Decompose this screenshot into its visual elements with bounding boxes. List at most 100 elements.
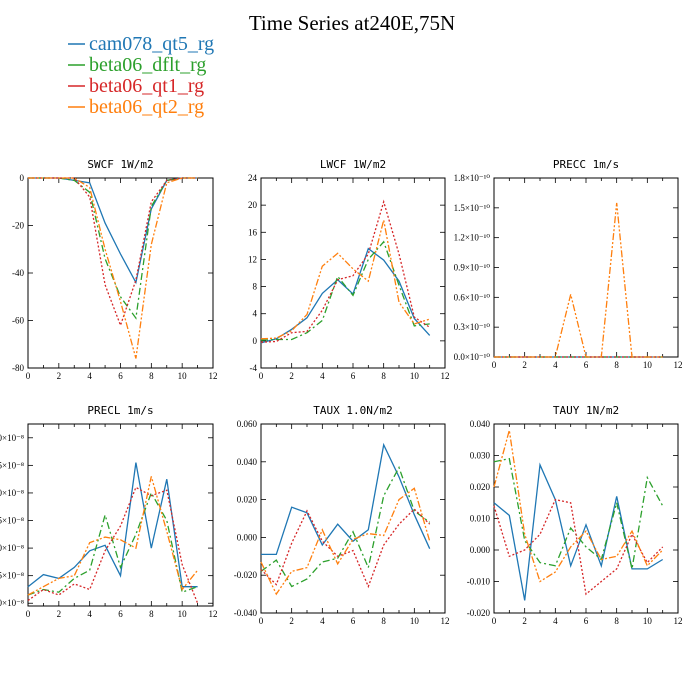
x-tick-label: 4 (553, 616, 558, 626)
x-tick-label: 6 (584, 360, 589, 370)
y-tick-label: 2.0×10⁻⁸ (0, 543, 24, 553)
y-tick-label: 0.040 (237, 457, 258, 467)
y-tick-label: 4.0×10⁻⁸ (0, 433, 24, 443)
plot-frame (260, 177, 446, 369)
x-tick-label: 8 (614, 616, 619, 626)
x-tick-label: 8 (149, 609, 154, 619)
y-tick-label: 1.5×10⁻⁸ (0, 571, 24, 581)
x-tick-label: 4 (87, 609, 92, 619)
x-tick-label: 10 (178, 609, 188, 619)
x-tick-label: 12 (209, 371, 218, 381)
x-tick-label: 2 (522, 360, 527, 370)
series-line-beta06-qt1-rg (260, 508, 431, 589)
legend-label: beta06_qt2_rg (89, 96, 204, 118)
series-line-beta06-qt1-rg (27, 486, 199, 604)
y-tick-label: 4 (253, 309, 258, 319)
series-line-beta06-qt2-rg (494, 202, 663, 358)
series-line-beta06-qt1-rg (28, 177, 198, 328)
y-tick-label: 0.020 (237, 495, 258, 505)
panel-tauy: TAUY 1N/m2 0 2 4 6 8 10 12 -0.020 -0.010 0.000 0.01… (467, 404, 683, 626)
y-tick-label: 20 (248, 200, 258, 210)
series-line-cam078-qt5-rg (28, 177, 198, 285)
series-line-beta06-qt2-rg (493, 430, 664, 583)
y-tick-label: 3.0×10⁻⁸ (0, 488, 24, 498)
series-line-beta06-qt2-rg (260, 487, 431, 596)
series-line-beta06-dflt-rg (260, 465, 431, 588)
y-tick-label: -4 (250, 363, 258, 373)
panel-precc: PRECC 1m/s 0 2 4 6 8 10 12 0.0×10⁻¹⁰ 0.3×10⁻¹⁰ 0.6… (454, 158, 683, 370)
series-line-beta06-qt1-rg (260, 199, 431, 343)
y-tick-label: 3.5×10⁻⁸ (0, 460, 24, 470)
x-tick-label: 6 (118, 609, 123, 619)
x-tick-label: 10 (643, 360, 653, 370)
y-tick-label: 0.9×10⁻¹⁰ (454, 263, 491, 273)
legend-item-beta06-qt2-rg: beta06_qt2_rg (68, 96, 204, 118)
y-tick-label: 0.040 (470, 419, 491, 429)
y-tick-label: 1.2×10⁻¹⁰ (454, 233, 491, 243)
x-tick-label: 12 (441, 616, 450, 626)
y-tick-label: 2.5×10⁻⁸ (0, 516, 24, 526)
series-line-beta06-qt2-rg (27, 476, 199, 596)
y-tick-label: -0.040 (234, 608, 258, 618)
x-tick-label: 8 (149, 371, 154, 381)
x-tick-label: 8 (614, 360, 619, 370)
panel-title: PRECC 1m/s (553, 158, 619, 171)
y-tick-label: 0.010 (470, 514, 491, 524)
x-tick-label: 4 (87, 371, 92, 381)
y-tick-label: -20 (12, 221, 24, 231)
x-tick-label: 12 (441, 371, 450, 381)
y-tick-label: 0.3×10⁻¹⁰ (454, 322, 491, 332)
series-line-beta06-dflt-rg (27, 491, 198, 596)
panel-title: PRECL 1m/s (87, 404, 153, 417)
x-tick-label: 10 (410, 371, 420, 381)
plot-frame (493, 177, 679, 358)
y-tick-label: 0 (20, 173, 25, 183)
plot-frame (27, 177, 214, 369)
legend-item-beta06-dflt-rg: beta06_dflt_rg (68, 54, 206, 76)
x-tick-label: 2 (289, 371, 294, 381)
series-line-beta06-dflt-rg (493, 457, 664, 570)
x-tick-label: 8 (381, 616, 386, 626)
x-tick-label: 2 (57, 371, 62, 381)
x-tick-label: 8 (381, 371, 386, 381)
x-tick-label: 12 (209, 609, 218, 619)
panel-title: LWCF 1W/m2 (320, 158, 386, 171)
y-tick-label: 0.0×10⁻¹⁰ (454, 352, 491, 362)
series-line-beta06-qt2-rg (28, 177, 198, 359)
series-line-cam078-qt5-rg (260, 247, 431, 344)
y-tick-label: 24 (248, 173, 258, 183)
x-tick-label: 0 (26, 609, 31, 619)
series-line-beta06-qt1-rg (493, 498, 664, 596)
legend: cam078_qt5_rgbeta06_dflt_rgbeta06_qt1_rg… (68, 33, 214, 118)
x-tick-label: 4 (320, 616, 325, 626)
x-tick-label: 2 (289, 616, 294, 626)
figure-title: Time Series at240E,75N (249, 11, 455, 35)
y-tick-label: -60 (12, 316, 24, 326)
x-tick-label: 2 (57, 609, 62, 619)
y-tick-label: 16 (248, 227, 258, 237)
y-tick-label: 8 (253, 282, 258, 292)
legend-label: beta06_qt1_rg (89, 75, 204, 97)
panel-swcf: SWCF 1W/m2 0 2 4 6 8 10 12 0 -20 -40 -60 -80 (12, 158, 218, 381)
x-tick-label: 12 (674, 360, 683, 370)
x-tick-label: 6 (584, 616, 589, 626)
y-tick-label: 12 (248, 254, 257, 264)
y-tick-label: -80 (12, 363, 24, 373)
x-tick-label: 12 (674, 616, 683, 626)
y-tick-label: 0.000 (470, 545, 491, 555)
x-tick-label: 4 (553, 360, 558, 370)
legend-label: beta06_dflt_rg (89, 54, 206, 76)
legend-item-cam078-qt5-rg: cam078_qt5_rg (68, 33, 214, 55)
y-tick-label: 1.5×10⁻¹⁰ (454, 203, 491, 213)
y-tick-label: -0.010 (467, 577, 491, 587)
x-tick-label: 4 (320, 371, 325, 381)
y-tick-label: -40 (12, 268, 24, 278)
legend-item-beta06-qt1-rg: beta06_qt1_rg (68, 75, 204, 97)
y-tick-label: 1.8×10⁻¹⁰ (454, 173, 491, 183)
panel-taux: TAUX 1.0N/m2 0 2 4 6 8 10 12 -0.040 -0.020 0.000 0.… (234, 404, 450, 626)
x-tick-label: 10 (410, 616, 420, 626)
series-line-cam078-qt5-rg (261, 442, 431, 556)
plot-frame (27, 423, 214, 607)
